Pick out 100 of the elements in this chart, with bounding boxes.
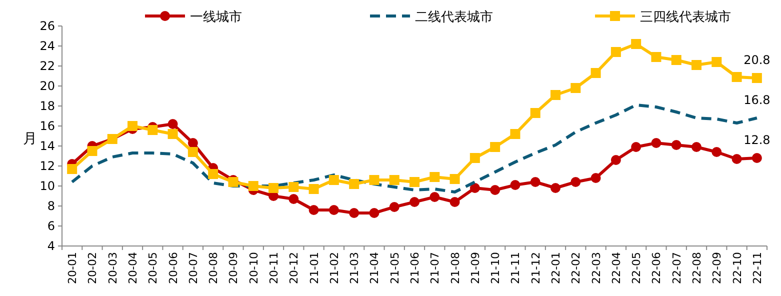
x-tick-label: 20-07 <box>186 252 200 284</box>
point <box>87 146 98 156</box>
y-tick-label: 10 <box>40 179 55 193</box>
legend-label: 一线城市 <box>190 10 242 25</box>
point <box>712 57 722 67</box>
legend-label: 三四线代表城市 <box>640 10 731 25</box>
data-label: 20.8 <box>744 53 770 67</box>
x-tick-label: 22-03 <box>590 252 603 284</box>
x-tick-label: 20-12 <box>288 252 301 284</box>
point <box>732 72 742 82</box>
x-tick-label: 21-03 <box>348 252 362 284</box>
point <box>430 192 440 202</box>
x-tick-label: 20-01 <box>66 252 80 284</box>
y-tick-label: 22 <box>40 59 55 73</box>
x-tick-label: 20-09 <box>227 252 240 284</box>
point <box>550 183 560 193</box>
x-tick-label: 20-04 <box>126 252 140 284</box>
x-tick-label: 20-03 <box>106 252 120 284</box>
point <box>148 125 158 135</box>
point <box>389 175 400 185</box>
point <box>712 147 722 157</box>
point <box>692 142 702 152</box>
x-tick-label: 22-11 <box>750 252 764 284</box>
x-tick-label: 20-08 <box>207 252 220 284</box>
y-tick-label: 4 <box>47 239 55 253</box>
point <box>67 164 78 174</box>
point <box>188 138 198 148</box>
x-tick-label: 22-06 <box>650 252 664 284</box>
x-tick-label: 22-02 <box>570 252 583 284</box>
point <box>671 55 682 65</box>
point <box>308 184 319 194</box>
x-tick-label: 22-10 <box>730 252 744 284</box>
y-tick-label: 18 <box>40 99 55 113</box>
point <box>450 174 460 184</box>
point <box>349 179 360 189</box>
x-tick-label: 21-07 <box>428 252 442 284</box>
point <box>570 177 581 187</box>
y-tick-label: 14 <box>40 139 55 153</box>
point <box>631 39 642 49</box>
x-tick-label: 22-04 <box>610 252 623 284</box>
y-tick-label: 6 <box>47 219 55 233</box>
legend-label: 二线代表城市 <box>415 10 493 25</box>
data-label: 16.8 <box>744 93 770 107</box>
point <box>369 208 380 218</box>
x-tick-label: 21-10 <box>489 252 502 284</box>
x-tick-label: 22-01 <box>550 252 562 284</box>
point <box>450 197 460 207</box>
x-tick-label: 22-09 <box>710 252 724 284</box>
point <box>752 73 762 83</box>
y-tick-label: 20 <box>40 79 55 93</box>
point <box>631 142 642 152</box>
point <box>389 202 400 212</box>
x-tick-label: 21-01 <box>308 252 321 284</box>
point <box>752 153 762 163</box>
point <box>651 52 662 62</box>
y-tick-label: 26 <box>40 19 55 33</box>
point <box>470 153 480 163</box>
point <box>188 147 198 157</box>
point <box>671 140 682 150</box>
point <box>692 60 702 70</box>
x-tick-label: 20-10 <box>247 252 260 284</box>
point <box>208 169 218 179</box>
x-tick-label: 20-06 <box>166 252 180 284</box>
x-tick-label: 21-06 <box>408 252 422 284</box>
point <box>168 129 178 139</box>
point <box>510 180 520 190</box>
point <box>610 47 621 57</box>
x-tick-label: 21-05 <box>388 252 402 284</box>
point <box>128 121 138 131</box>
point <box>590 173 601 183</box>
point <box>550 90 560 100</box>
x-tick-label: 21-08 <box>448 252 462 284</box>
data-label: 12.8 <box>744 133 770 147</box>
y-tick-label: 16 <box>40 119 55 133</box>
x-tick-label: 22-05 <box>630 252 644 284</box>
point <box>168 119 178 129</box>
y-axis-title: 月 <box>23 131 37 147</box>
point <box>288 182 299 192</box>
point <box>328 175 339 185</box>
point <box>470 183 480 193</box>
point <box>308 205 319 215</box>
x-tick-label: 21-02 <box>328 252 341 284</box>
point <box>288 194 299 204</box>
point <box>248 181 258 191</box>
x-tick-label: 22-08 <box>690 252 704 284</box>
point <box>590 68 601 78</box>
point <box>349 208 360 218</box>
point <box>490 185 500 195</box>
point <box>328 205 339 215</box>
x-tick-label: 21-12 <box>529 252 542 284</box>
point <box>430 172 440 182</box>
point <box>410 177 420 187</box>
y-tick-label: 8 <box>47 199 55 213</box>
point <box>510 129 520 139</box>
y-tick-label: 24 <box>40 39 55 53</box>
x-tick-label: 21-11 <box>509 252 522 284</box>
x-tick-label: 20-02 <box>86 252 100 284</box>
x-tick-label: 20-11 <box>268 252 280 284</box>
point <box>530 108 540 118</box>
point <box>651 138 662 148</box>
